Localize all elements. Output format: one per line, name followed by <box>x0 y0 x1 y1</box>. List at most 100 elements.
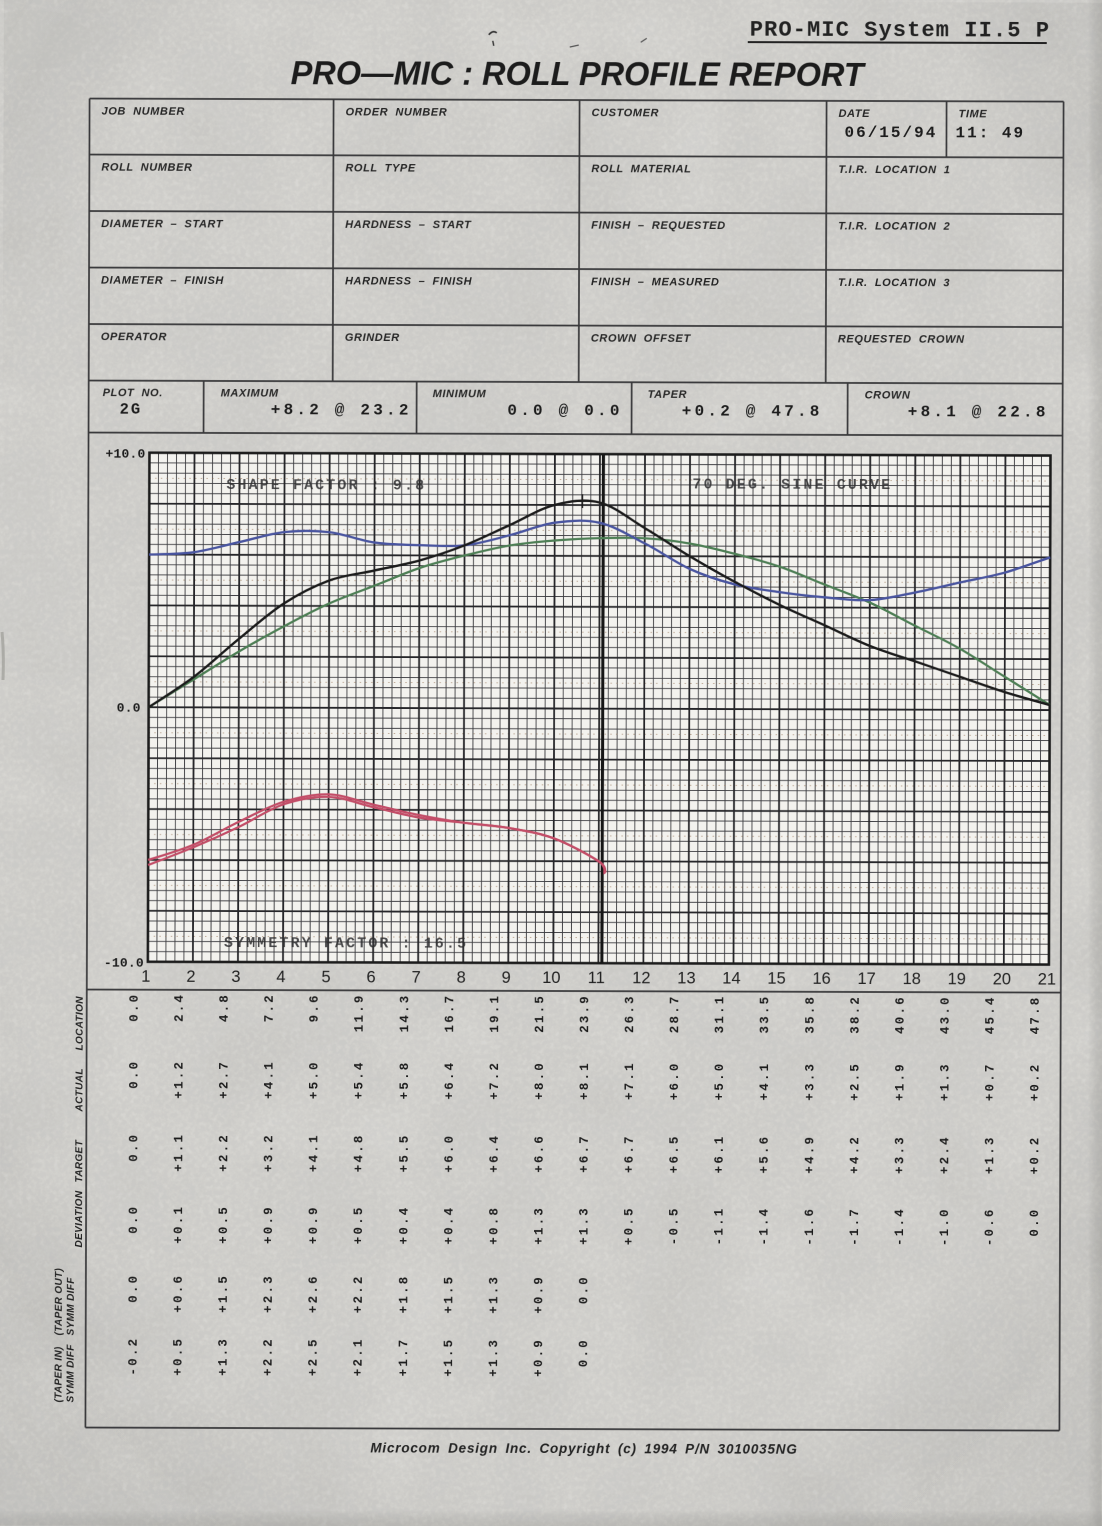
svg-text:15: 15 <box>767 970 785 988</box>
svg-text:+8.1: +8.1 <box>578 1061 592 1100</box>
svg-text:+1.5: +1.5 <box>217 1274 231 1313</box>
svg-text:+6.7: +6.7 <box>578 1134 592 1173</box>
svg-text:+4.8: +4.8 <box>352 1133 366 1172</box>
svg-text:LOCATION: LOCATION <box>75 996 86 1051</box>
svg-text:-1.7: -1.7 <box>848 1207 862 1246</box>
svg-text:0.0: 0.0 <box>127 1060 141 1089</box>
svg-text:0.0: 0.0 <box>117 701 141 716</box>
svg-text:35.8: 35.8 <box>803 995 817 1034</box>
svg-text:+6.7: +6.7 <box>623 1134 637 1173</box>
svg-text:ROLL MATERIAL: ROLL MATERIAL <box>591 163 691 175</box>
svg-text:+1.8: +1.8 <box>397 1275 411 1314</box>
svg-text:+4.1: +4.1 <box>307 1133 321 1172</box>
svg-text:+0.5: +0.5 <box>172 1337 186 1376</box>
svg-text:+0.8: +0.8 <box>487 1206 501 1245</box>
svg-text:+6.6: +6.6 <box>533 1134 547 1173</box>
svg-text:-0.6: -0.6 <box>983 1207 997 1246</box>
svg-text:0.0: 0.0 <box>577 1338 591 1367</box>
svg-text:+1.3: +1.3 <box>487 1338 501 1377</box>
svg-text:0.0: 0.0 <box>127 1274 141 1303</box>
svg-text:+0.4: +0.4 <box>397 1206 411 1245</box>
svg-text:+2.5: +2.5 <box>307 1337 321 1376</box>
svg-text:+2.1: +2.1 <box>352 1337 366 1376</box>
svg-text:+1.3: +1.3 <box>983 1135 997 1174</box>
svg-text:+6.0: +6.0 <box>443 1134 457 1173</box>
svg-text:0.0 @ 0.0: 0.0 @ 0.0 <box>507 402 622 420</box>
svg-text:12: 12 <box>632 969 650 987</box>
svg-text:HARDNESS – START: HARDNESS – START <box>345 219 472 231</box>
svg-text:-0.2: -0.2 <box>127 1337 141 1376</box>
svg-text:9.6: 9.6 <box>308 993 322 1022</box>
svg-text:4.8: 4.8 <box>218 993 232 1022</box>
svg-text:+5.5: +5.5 <box>398 1134 412 1173</box>
svg-text:SYMM DIFF: SYMM DIFF <box>65 1344 76 1403</box>
svg-text:+1.3: +1.3 <box>217 1337 231 1376</box>
svg-text:-1.4: -1.4 <box>758 1207 772 1246</box>
svg-text:+1.3: +1.3 <box>577 1206 591 1245</box>
svg-text:7.2: 7.2 <box>263 993 277 1022</box>
svg-text:+7.2: +7.2 <box>488 1061 502 1100</box>
svg-text:REQUESTED CROWN: REQUESTED CROWN <box>838 333 965 345</box>
svg-text:+4.2: +4.2 <box>848 1135 862 1174</box>
svg-text:20: 20 <box>993 970 1011 988</box>
svg-text:31.1: 31.1 <box>713 995 727 1034</box>
svg-text:+10.0: +10.0 <box>105 447 145 462</box>
svg-text:+6.4: +6.4 <box>488 1134 502 1173</box>
svg-text:+0.5: +0.5 <box>217 1205 231 1244</box>
svg-text:CROWN: CROWN <box>865 389 911 401</box>
svg-text:6: 6 <box>366 968 375 986</box>
svg-text:+1.9: +1.9 <box>893 1062 907 1101</box>
svg-text:+2.2: +2.2 <box>262 1337 276 1376</box>
svg-text:+0.2: +0.2 <box>1028 1135 1042 1174</box>
svg-text:DIAMETER – START: DIAMETER – START <box>101 218 224 230</box>
svg-text:2G: 2G <box>120 401 143 419</box>
svg-text:0.0: 0.0 <box>127 1205 141 1234</box>
svg-text:9: 9 <box>502 969 511 987</box>
svg-text:18: 18 <box>903 970 921 988</box>
svg-text:-1.4: -1.4 <box>893 1207 907 1246</box>
svg-text:+1.5: +1.5 <box>442 1275 456 1314</box>
svg-text:+6.0: +6.0 <box>668 1061 682 1100</box>
svg-text:+8.0: +8.0 <box>533 1061 547 1100</box>
svg-text:26.3: 26.3 <box>623 994 637 1033</box>
svg-text:+5.0: +5.0 <box>308 1060 322 1099</box>
svg-text:+1.1: +1.1 <box>172 1133 186 1172</box>
svg-text:2: 2 <box>186 968 195 986</box>
svg-text:+4.9: +4.9 <box>803 1135 817 1174</box>
svg-text:+0.9: +0.9 <box>307 1205 321 1244</box>
svg-text:+3.3: +3.3 <box>893 1135 907 1174</box>
svg-text:+0.2: +0.2 <box>1028 1062 1042 1101</box>
svg-text:ROLL TYPE: ROLL TYPE <box>345 162 416 174</box>
svg-text:2.4: 2.4 <box>173 993 187 1022</box>
svg-text:SHAPE FACTOR : 9.8: SHAPE FACTOR : 9.8 <box>226 477 426 495</box>
svg-text:+6.1: +6.1 <box>713 1135 727 1174</box>
svg-text:TIME: TIME <box>959 108 988 120</box>
svg-text:ROLL NUMBER: ROLL NUMBER <box>101 162 192 174</box>
svg-text:ACTUAL: ACTUAL <box>74 1068 85 1112</box>
svg-text:DEVIATION: DEVIATION <box>74 1190 85 1247</box>
svg-text:+7.1: +7.1 <box>623 1061 637 1100</box>
svg-text:23.9: 23.9 <box>578 994 592 1033</box>
svg-text:+1.7: +1.7 <box>397 1338 411 1377</box>
svg-text:+2.6: +2.6 <box>307 1274 321 1313</box>
svg-text:(TAPER OUT): (TAPER OUT) <box>54 1268 65 1336</box>
svg-text:38.2: 38.2 <box>848 995 862 1034</box>
svg-text:T.I.R. LOCATION 3: T.I.R. LOCATION 3 <box>838 277 950 289</box>
svg-text:+0.9: +0.9 <box>532 1275 546 1314</box>
svg-text:06/15/94: 06/15/94 <box>844 124 937 142</box>
svg-text:(TAPER IN): (TAPER IN) <box>53 1346 64 1402</box>
svg-text:+2.7: +2.7 <box>218 1060 232 1099</box>
svg-text:+5.6: +5.6 <box>758 1135 772 1174</box>
svg-text:-1.6: -1.6 <box>803 1207 817 1246</box>
svg-text:HARDNESS – FINISH: HARDNESS – FINISH <box>345 275 473 287</box>
svg-text:SYMMETRY FACTOR : 16.5: SYMMETRY FACTOR : 16.5 <box>224 935 468 953</box>
svg-text:17: 17 <box>857 970 875 988</box>
svg-text:+5.4: +5.4 <box>353 1060 367 1099</box>
svg-text:+0.5: +0.5 <box>352 1205 366 1244</box>
svg-text:45.4: 45.4 <box>984 995 998 1034</box>
svg-text:+1.2: +1.2 <box>173 1060 187 1099</box>
svg-text:16: 16 <box>812 970 830 988</box>
svg-text:+4.1: +4.1 <box>758 1062 772 1101</box>
svg-text:+8.2 @ 23.2: +8.2 @ 23.2 <box>271 401 412 419</box>
svg-text:+3.2: +3.2 <box>262 1133 276 1172</box>
